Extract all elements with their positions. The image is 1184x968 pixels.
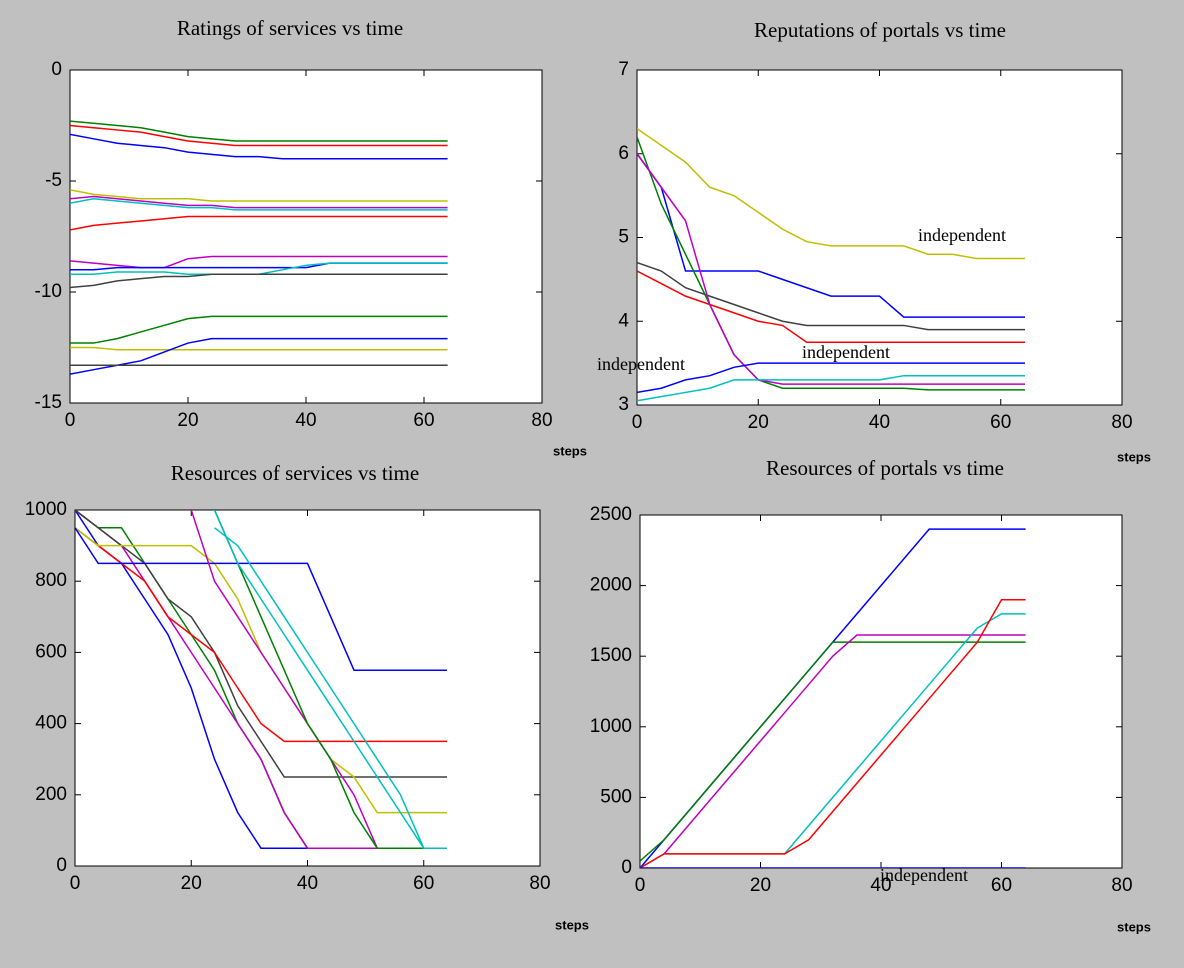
x-tick-label: 20 <box>750 875 771 896</box>
series-line <box>637 153 1025 385</box>
y-tick-label: 2500 <box>590 504 632 525</box>
series-line <box>75 527 447 743</box>
x-tick-label: 40 <box>869 412 890 433</box>
x-tick-label: 80 <box>531 410 552 431</box>
series-line <box>75 510 447 778</box>
y-tick-label: 800 <box>35 570 67 591</box>
x-axis-label: steps <box>1117 449 1151 464</box>
y-tick-label: 0 <box>51 59 62 80</box>
x-tick-label: 60 <box>990 412 1011 433</box>
y-tick-label: -5 <box>45 170 62 191</box>
x-tick-label: 0 <box>70 873 81 894</box>
x-tick-label: 0 <box>635 875 646 896</box>
chart-title: Resources of services vs time <box>171 461 419 485</box>
y-tick-label: 200 <box>35 784 67 805</box>
series-line <box>663 634 1026 855</box>
series-line <box>637 136 1025 391</box>
series-line <box>70 315 448 344</box>
x-tick-label: 20 <box>748 412 769 433</box>
x-tick-label: 60 <box>413 873 434 894</box>
y-tick-label: 400 <box>35 713 67 734</box>
series-line <box>640 598 1026 868</box>
series-line <box>70 133 448 160</box>
y-tick-label: 500 <box>600 786 632 807</box>
x-tick-label: 60 <box>413 410 434 431</box>
series-line <box>70 189 448 202</box>
series-line <box>70 195 448 209</box>
series-line <box>70 273 448 289</box>
annotation: independent <box>597 354 685 374</box>
series-group <box>75 510 447 849</box>
series-line <box>70 120 448 142</box>
annotation: independent <box>802 342 890 362</box>
series-group <box>640 528 1026 868</box>
y-tick-label: 4 <box>618 310 629 331</box>
x-axis-label: steps <box>553 443 587 458</box>
series-line <box>75 527 447 671</box>
y-tick-label: -10 <box>35 281 62 302</box>
annotation: independent <box>880 865 968 885</box>
y-tick-label: 1000 <box>25 499 67 520</box>
series-line <box>70 215 448 231</box>
series-line <box>637 374 1025 402</box>
plot-area <box>74 509 541 867</box>
y-tick-label: -15 <box>35 392 62 413</box>
series-group <box>637 128 1025 402</box>
x-tick-label: 80 <box>1111 412 1132 433</box>
chart-title: Resources of portals vs time <box>766 456 1004 480</box>
y-tick-label: 6 <box>618 143 629 164</box>
plot-area <box>636 69 1123 406</box>
series-group <box>70 120 448 375</box>
series-line <box>637 128 1025 260</box>
x-tick-label: 80 <box>529 873 550 894</box>
x-tick-label: 20 <box>177 410 198 431</box>
y-tick-label: 3 <box>618 394 629 415</box>
plot-area <box>69 69 543 404</box>
series-line <box>70 124 448 147</box>
series-line <box>70 198 448 211</box>
y-tick-label: 1500 <box>590 645 632 666</box>
series-line <box>637 362 1025 394</box>
series-line <box>213 510 447 849</box>
x-tick-label: 40 <box>295 410 316 431</box>
series-line <box>214 527 447 849</box>
series-line <box>70 337 448 375</box>
y-tick-label: 0 <box>56 855 67 876</box>
series-line <box>637 270 1025 343</box>
plot-area <box>639 514 1123 869</box>
series-line <box>637 261 1025 331</box>
series-line <box>640 641 1026 862</box>
y-tick-label: 5 <box>618 227 629 248</box>
x-tick-label: 80 <box>1111 875 1132 896</box>
chart-title: Reputations of portals vs time <box>754 18 1006 42</box>
x-tick-label: 40 <box>870 875 891 896</box>
y-tick-label: 2000 <box>590 575 632 596</box>
y-tick-label: 600 <box>35 641 67 662</box>
x-tick-label: 20 <box>181 873 202 894</box>
series-line <box>70 346 448 351</box>
y-tick-label: 1000 <box>590 716 632 737</box>
y-tick-label: 0 <box>621 857 632 878</box>
annotation: independent <box>918 225 1006 245</box>
x-tick-label: 0 <box>65 410 76 431</box>
chart-title: Ratings of services vs time <box>177 16 403 40</box>
x-tick-label: 40 <box>297 873 318 894</box>
x-tick-label: 0 <box>632 412 643 433</box>
x-tick-label: 60 <box>991 875 1012 896</box>
series-line <box>213 510 447 849</box>
x-axis-label: steps <box>555 917 589 932</box>
x-axis-label: steps <box>1117 919 1151 934</box>
series-line <box>637 153 1025 318</box>
y-tick-label: 7 <box>618 59 629 80</box>
